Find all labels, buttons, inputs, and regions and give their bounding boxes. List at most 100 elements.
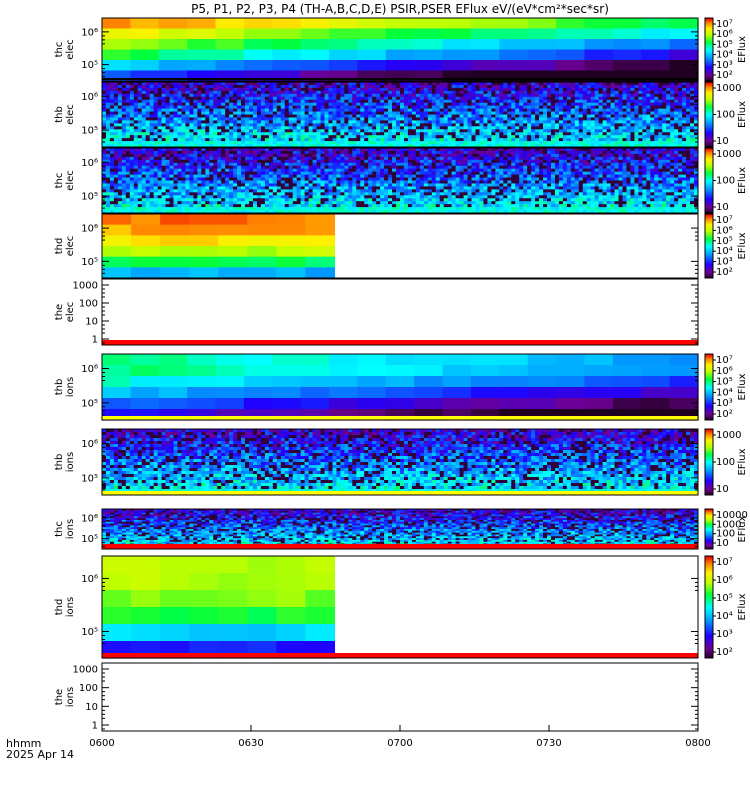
spectrogram-cell (360, 183, 365, 187)
spectrogram-cell (197, 183, 202, 187)
spectrogram-cell (288, 159, 294, 164)
spectrogram-cell (582, 141, 588, 145)
spectrogram-cell (384, 87, 389, 92)
spectrogram-cell (165, 117, 171, 121)
spectrogram-cell (268, 82, 274, 86)
spectrogram-cell (419, 135, 425, 139)
spectrogram-cell (630, 141, 635, 145)
spectrogram-cell (284, 111, 290, 115)
spectrogram-cell (400, 129, 405, 133)
spectrogram-cell (554, 102, 560, 107)
spectrogram-cell (646, 138, 651, 142)
spectrogram-cell (245, 165, 250, 170)
spectrogram-cell (626, 126, 631, 130)
spectrogram-cell (117, 126, 123, 130)
spectrogram-cell (459, 135, 465, 139)
spectrogram-cell (272, 82, 278, 86)
spectrogram-cell (570, 123, 576, 127)
spectrogram-cell (626, 138, 631, 142)
spectrogram-cell (556, 49, 586, 61)
spectrogram-cell (527, 108, 532, 113)
spectrogram-cell (165, 108, 171, 113)
spectrogram-cell (102, 207, 107, 211)
spectrogram-cell (288, 93, 294, 98)
spectrogram-cell (173, 99, 178, 104)
spectrogram-cell (376, 135, 381, 139)
spectrogram-cell (348, 148, 353, 152)
spectrogram-cell (364, 114, 369, 118)
spectrogram-cell (380, 120, 385, 124)
spectrogram-cell (185, 153, 190, 158)
spectrogram-cell (531, 114, 536, 118)
spectrogram-cell (368, 189, 373, 193)
spectrogram-cell (308, 201, 314, 205)
spectrogram-cell (173, 192, 178, 196)
spectrogram-cell (217, 201, 222, 205)
spectrogram-cell (324, 150, 329, 155)
spectrogram-cell (117, 90, 123, 95)
spectrogram-cell (221, 148, 226, 152)
spectrogram-cell (324, 177, 329, 181)
spectrogram-cell (105, 165, 111, 170)
spectrogram-cell (598, 117, 604, 121)
spectrogram-cell (332, 207, 337, 211)
spectrogram-cells (102, 82, 699, 148)
spectrogram-cell (336, 90, 341, 95)
spectrogram-cell (400, 108, 405, 113)
spectrogram-cell (491, 117, 496, 121)
spectrogram-cell (177, 189, 182, 193)
spectrogram-cell (471, 90, 476, 95)
spectrogram-cell (268, 192, 274, 196)
spectrogram-cell (324, 102, 329, 107)
spectrogram-cell (181, 141, 186, 145)
spectrogram-cell (646, 114, 651, 118)
spectrogram-cell (177, 90, 182, 95)
spectrogram-cell (308, 138, 314, 142)
spectrogram-cell (300, 84, 306, 89)
spectrogram-cell (407, 108, 413, 113)
spectrogram-cell (630, 105, 635, 110)
colorbar-label: EFlux (737, 101, 748, 128)
spectrogram-cell (153, 177, 159, 181)
spectrogram-cell (105, 129, 111, 133)
spectrogram-cell (193, 207, 198, 211)
spectrogram-cell (141, 192, 147, 196)
spectrogram-cell (427, 105, 433, 110)
spectrogram-cell (243, 18, 273, 30)
spectrogram-cell (646, 108, 651, 113)
spectrogram-cell (427, 126, 433, 130)
spectrogram-cell (360, 126, 365, 130)
spectrogram-cell (109, 135, 115, 139)
spectrogram-cell (479, 111, 484, 115)
spectrogram-cell (117, 165, 123, 170)
spectrogram-cell (578, 126, 584, 130)
spectrogram-cell (547, 132, 552, 136)
spectrogram-cell (356, 195, 361, 199)
spectrogram-cell (407, 90, 413, 95)
spectrogram-cell (284, 108, 290, 113)
spectrogram-cell (197, 120, 202, 124)
spectrogram-cell (292, 135, 298, 139)
spectrogram-cell (431, 144, 437, 148)
spectrogram-cell (193, 132, 198, 136)
spectrogram-cell (523, 114, 528, 118)
spectrogram-cell (622, 126, 627, 130)
spectrogram-cell (403, 144, 409, 148)
spectrogram-cell (237, 186, 242, 190)
spectrogram-cell (215, 18, 245, 30)
spectrogram-cell (133, 153, 139, 158)
spectrogram-cell (284, 135, 290, 139)
spectrogram-cell (125, 204, 131, 208)
spectrogram-cell (284, 141, 290, 145)
spectrogram-cell (419, 120, 425, 124)
spectrogram-cell (352, 105, 357, 110)
spectrogram-cell (376, 162, 381, 167)
spectrogram-cell (296, 135, 302, 139)
spectrogram-cell (491, 96, 496, 101)
spectrogram-cell (209, 108, 214, 113)
spectrogram-cell (153, 132, 159, 136)
spectrogram-cell (256, 198, 262, 202)
spectrogram-cell (658, 141, 663, 145)
spectrogram-cell (308, 102, 314, 107)
spectrogram-cell (694, 90, 699, 95)
